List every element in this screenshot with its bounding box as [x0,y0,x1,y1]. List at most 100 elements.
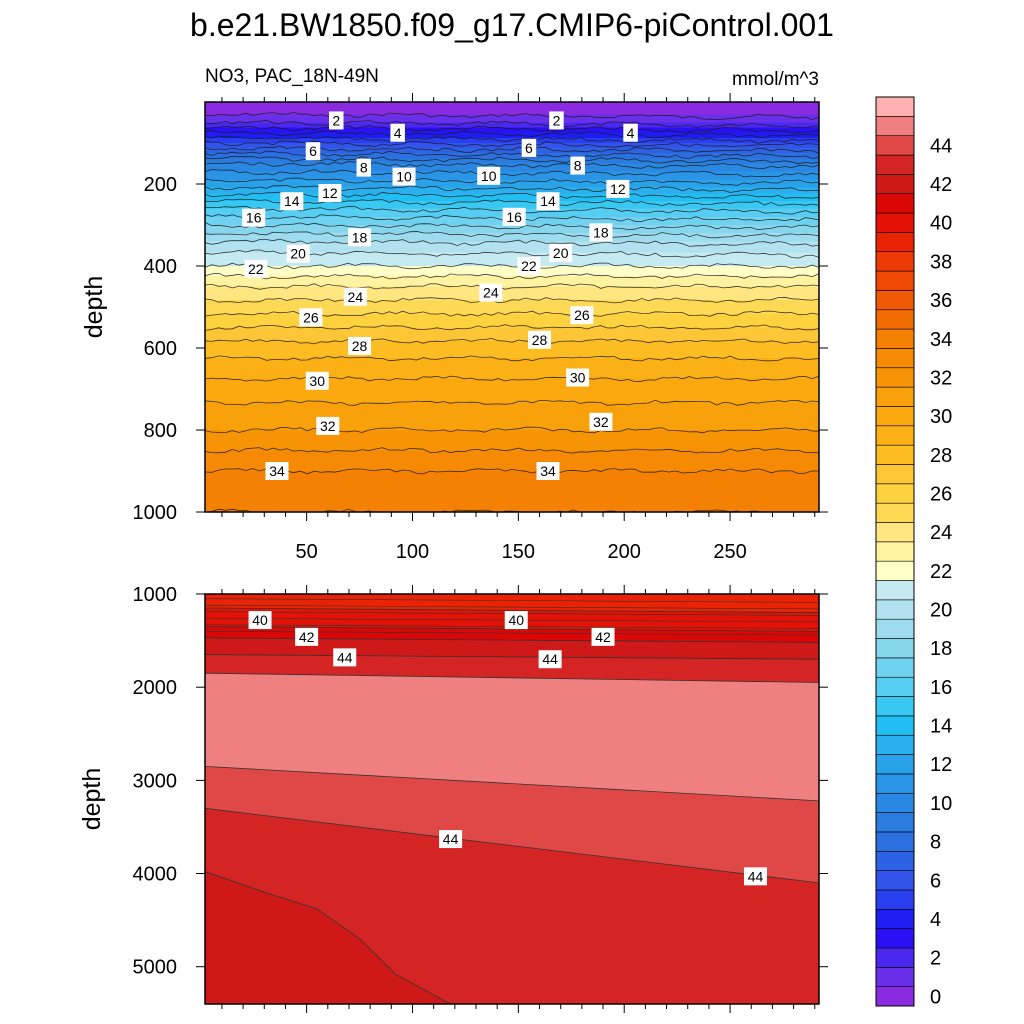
upper-contour-label-16: 18 [348,228,372,247]
colorbar-box-27 [875,464,915,485]
colorbar-box-18 [875,638,915,659]
upper-xtick-label-50: 50 [296,541,318,563]
lower-contour-line-4 [205,672,819,683]
colorbar-label-16: 16 [930,677,952,699]
colorbar-label-26: 26 [930,483,952,505]
upper-contour-label-27-bg [528,330,552,349]
upper-contour-label-10-bg [318,184,342,203]
upper-contour-label-29-bg [566,368,590,387]
contour-line-29 [205,355,819,362]
lower-contour-line-6 [205,807,819,884]
colorbar-label-14: 14 [930,716,952,738]
upper-contour-label-23-bg [479,283,503,302]
upper-contour-label-21: 22 [517,257,541,275]
chart-title: b.e21.BW1850.f09_g17.CMIP6-piControl.001 [190,7,834,43]
lower-contour-line-5 [205,765,819,802]
colorbar-box-30 [875,406,915,427]
lower-contour-label-4-text: 44 [337,649,353,665]
upper-contour-label-26-text: 28 [352,338,368,354]
colorbar-box-11 [875,773,915,794]
upper-contour-label-27: 28 [528,330,552,349]
colorbar-label-2: 2 [930,948,941,970]
upper-contour-label-8: 10 [392,167,416,186]
upper-contour-label-22-bg [343,287,367,306]
colorbar-box-25 [875,502,915,523]
contour-line-11 [205,168,819,178]
lower-contour-label-1: 40 [504,611,528,630]
lower-contour-label-2-text: 42 [299,629,315,645]
colorbar-box-32 [875,367,915,388]
upper-contour-label-2-text: 4 [394,125,402,141]
lower-contour-label-2-bg [295,627,319,646]
colorbar-box-33 [875,348,915,369]
upper-contour-label-25: 26 [570,306,594,325]
colorbar-label-0: 0 [930,986,941,1008]
colorbar-box-22 [875,560,915,581]
lower-contour-label-5-bg [538,650,562,669]
colorbar-label-32: 32 [930,367,952,389]
contour-line-33 [205,447,819,454]
upper-contour-label-0-bg [329,111,344,130]
colorbar-box-40 [875,212,915,233]
colorbar-box-24 [875,522,915,543]
upper-ytick-label-1000: 1000 [133,502,178,524]
upper-contour-label-12: 14 [280,192,304,211]
upper-fill-area [205,102,819,512]
upper-contour-label-24-text: 26 [303,309,319,325]
contour-line-15 [205,198,819,207]
upper-contour-label-30-text: 32 [320,418,336,434]
upper-contour-label-19: 20 [549,243,573,262]
contour-line-35 [205,508,819,512]
lower-y-axis-label: depth [78,768,106,831]
upper-contour-label-21-text: 22 [521,258,537,274]
lower-ytick-label-3000: 3000 [133,770,178,792]
lower-contour-label-2: 42 [295,627,319,646]
lower-contour-label-3: 42 [591,627,615,646]
upper-ytick-label-400: 400 [144,256,177,278]
lower-contour-label-6-bg [439,830,463,849]
contour-line-34 [205,468,819,475]
upper-contour-label-26: 28 [348,336,372,355]
upper-contour-label-6-text: 8 [360,160,368,176]
colorbar-box-46 [875,96,915,117]
colorbar-box-16 [875,676,915,697]
contour-line-19 [205,230,819,239]
contour-line-25 [205,296,819,304]
upper-contour-label-31-bg [589,412,613,431]
lower-fill [205,594,819,1004]
upper-contour-label-27-text: 28 [532,332,548,348]
upper-contour-label-5-text: 6 [525,140,533,156]
upper-contour-label-30-bg [316,416,340,435]
upper-contour-label-11: 12 [606,179,630,198]
contour-line-24 [205,283,819,290]
contour-line-32 [205,426,819,434]
upper-contour-label-7: 8 [570,156,585,175]
upper-contour-label-33-text: 34 [540,463,556,479]
upper-fill [205,102,819,512]
lower-contour-label-3-text: 42 [595,629,611,645]
lower-contour-label-3-bg [591,627,615,646]
lower-deep-lobe [205,871,451,1004]
lower-ytick-label-4000: 4000 [133,864,178,886]
upper-contour-label-8-bg [392,167,416,186]
upper-contour-label-20-bg [244,259,268,278]
contour-line-18 [205,221,819,231]
upper-contour-label-16-bg [348,228,372,247]
colorbar-box-17 [875,657,915,678]
colorbar-box-8 [875,831,915,852]
colorbar-box-10 [875,792,915,813]
upper-contour-label-13: 14 [536,192,560,211]
upper-contour-label-17-text: 18 [593,224,609,240]
lower-contour-label-0-text: 40 [252,612,268,628]
colorbar-box-31 [875,386,915,407]
upper-contour-label-30: 32 [316,416,340,435]
lower-thin-line-1 [205,604,819,610]
contour-line-20 [205,238,819,247]
upper-contour-label-9: 10 [477,166,501,185]
colorbar-box-45 [875,116,915,136]
upper-contour-label-1-text: 2 [553,112,561,128]
colorbar-box-14 [875,715,915,736]
colorbar-label-4: 4 [930,909,941,931]
